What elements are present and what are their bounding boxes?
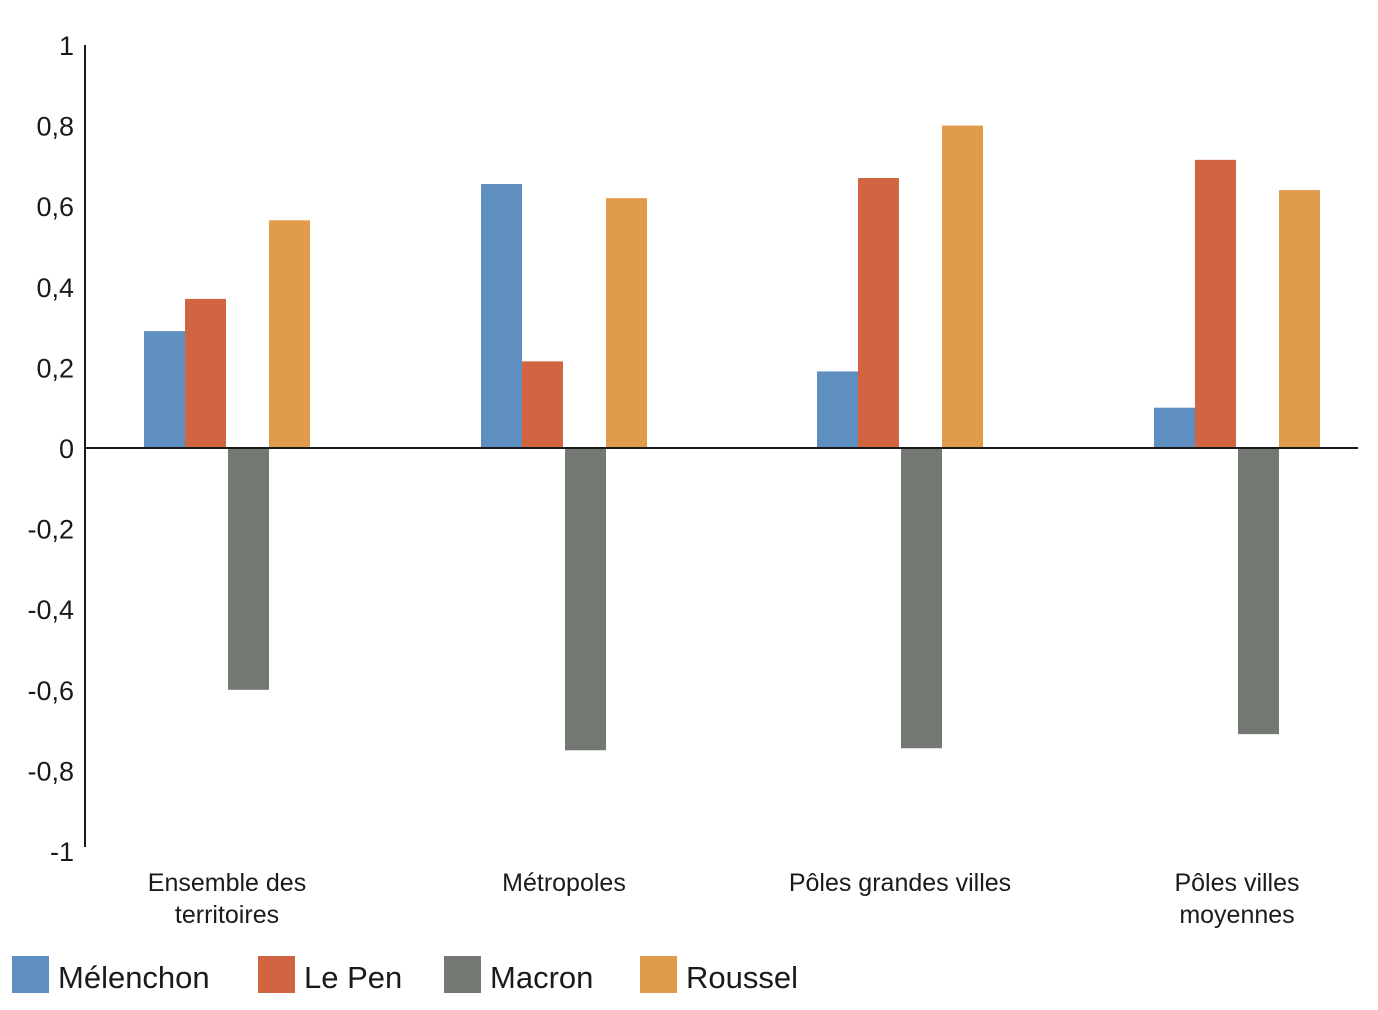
x-category-label: Ensemble des: [148, 869, 306, 897]
bar-macron-2: [901, 448, 942, 749]
bar-mlenchon-3: [1154, 407, 1195, 448]
y-tick-label: -0,4: [27, 595, 74, 625]
bar-macron-3: [1238, 448, 1279, 735]
bar-lepen-0: [185, 298, 226, 448]
legend-swatch: [258, 956, 295, 993]
legend-label: Roussel: [686, 960, 798, 995]
bar-mlenchon-0: [144, 331, 185, 448]
legend-swatch: [640, 956, 677, 993]
bar-macron-0: [228, 448, 269, 690]
y-tick-label: 0,6: [36, 192, 74, 222]
y-tick-label: -1: [50, 837, 74, 867]
x-category-labels: Ensemble des territoires Métropoles Pôles g…: [148, 869, 1300, 929]
x-category-label: territoires: [175, 901, 279, 929]
bar-lepen-2: [858, 177, 899, 449]
y-tick-label: 0,2: [36, 353, 74, 383]
y-tick-label: -0,8: [27, 756, 74, 786]
y-tick-label: -0,6: [27, 676, 74, 706]
y-tick-label: 0,4: [36, 273, 74, 303]
bar-macron-1: [565, 448, 606, 751]
bar-lepen-1: [522, 361, 563, 448]
x-category-label: Pôles villes: [1174, 869, 1299, 897]
y-tick-label: -0,2: [27, 515, 74, 545]
x-category-label: moyennes: [1179, 901, 1294, 929]
bar-lepen-3: [1195, 159, 1236, 449]
bars-layer: [144, 125, 1320, 751]
y-tick-label: 1: [59, 31, 74, 61]
legend-label: Mélenchon: [58, 960, 210, 995]
x-category-label: Pôles grandes villes: [789, 869, 1011, 897]
y-tick-label: 0: [59, 434, 74, 464]
bar-roussel-1: [606, 198, 647, 448]
legend-label: Macron: [490, 960, 593, 995]
legend-label: Le Pen: [304, 960, 402, 995]
axes-layer: [84, 45, 1358, 847]
bar-mlenchon-2: [817, 371, 858, 448]
bar-roussel-0: [269, 220, 310, 448]
y-tick-label: 0,8: [36, 112, 74, 142]
x-category-label: Métropoles: [502, 869, 626, 897]
legend: Mélenchon Le Pen Macron Roussel: [12, 956, 798, 995]
bar-roussel-3: [1279, 190, 1320, 448]
bar-mlenchon-1: [481, 184, 522, 448]
y-tick-labels: 1 0,8 0,6 0,4 0,2 0 -0,2 -0,4 -0,6 -0,8 -1: [27, 31, 74, 867]
bar-roussel-2: [942, 125, 983, 448]
legend-swatch: [444, 956, 481, 993]
legend-swatch: [12, 956, 49, 993]
